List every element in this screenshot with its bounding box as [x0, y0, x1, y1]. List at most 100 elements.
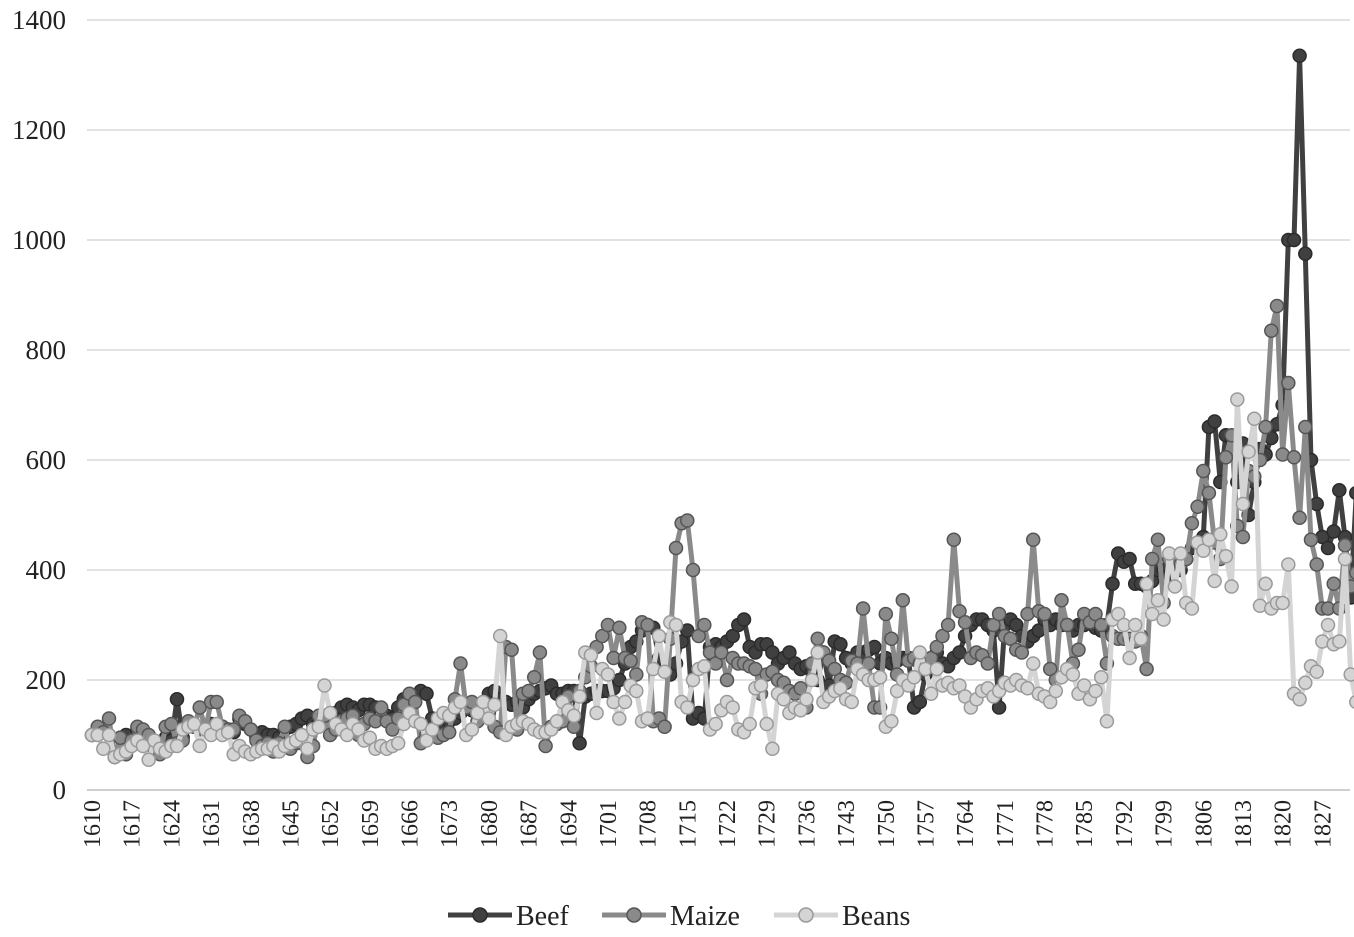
data-point	[827, 661, 842, 677]
legend-item-beans: Beans	[774, 901, 910, 932]
data-point	[1247, 411, 1262, 427]
data-point	[952, 645, 967, 660]
data-point	[940, 617, 956, 633]
data-point	[1156, 612, 1171, 627]
y-tick-label: 800	[26, 335, 67, 365]
data-point	[957, 615, 973, 630]
data-point	[300, 741, 315, 757]
data-point	[1337, 551, 1353, 567]
x-tick-label: 1757	[913, 800, 939, 848]
data-point	[209, 694, 224, 710]
data-point	[1309, 496, 1324, 512]
data-point	[1298, 675, 1313, 691]
data-point	[736, 612, 752, 627]
data-point	[804, 672, 820, 688]
legend-item-beef: Beef	[448, 901, 570, 932]
data-point	[1292, 692, 1307, 707]
data-point	[526, 670, 542, 685]
data-point	[339, 727, 355, 743]
data-point	[1150, 532, 1166, 548]
data-point	[572, 736, 587, 751]
data-point	[385, 722, 400, 737]
data-point	[1071, 642, 1086, 658]
y-tick-label: 1400	[12, 5, 66, 35]
data-point	[657, 719, 672, 735]
data-point	[617, 694, 633, 710]
data-point	[1320, 540, 1336, 556]
data-point	[390, 736, 406, 751]
data-point	[1269, 298, 1285, 314]
data-point	[799, 692, 814, 707]
legend-label: Beef	[516, 901, 570, 932]
x-tick-label: 1764	[953, 800, 979, 848]
legend-swatch-marker	[472, 907, 488, 923]
x-tick-label: 1708	[636, 800, 662, 848]
legend-label: Beans	[842, 901, 910, 932]
data-point	[424, 722, 440, 737]
data-point	[192, 738, 207, 754]
data-point	[623, 653, 638, 669]
data-point	[1127, 617, 1143, 633]
series-layer	[84, 48, 1354, 768]
data-point	[912, 645, 928, 660]
data-point	[725, 700, 740, 715]
data-point	[980, 656, 996, 671]
data-point	[1196, 463, 1211, 479]
data-point	[629, 667, 644, 682]
data-point	[407, 694, 423, 710]
data-point	[600, 667, 616, 682]
data-point	[1309, 664, 1324, 680]
data-point	[1076, 678, 1092, 693]
data-point	[1264, 323, 1279, 339]
data-point	[1218, 450, 1234, 465]
data-point	[1241, 444, 1256, 460]
data-point	[1133, 631, 1149, 647]
data-point	[1349, 695, 1354, 709]
data-point	[668, 617, 684, 633]
data-point	[1003, 631, 1018, 647]
data-point	[419, 686, 434, 702]
data-point	[793, 703, 808, 718]
data-point	[1349, 565, 1354, 580]
data-point	[833, 681, 848, 696]
data-point	[1110, 606, 1126, 622]
x-tick-label: 1820	[1271, 800, 1297, 848]
y-tick-label: 0	[53, 775, 67, 805]
data-point	[708, 716, 723, 732]
data-point	[884, 714, 899, 729]
x-tick-label: 1827	[1310, 800, 1336, 848]
data-point	[1326, 576, 1341, 592]
data-point	[362, 730, 378, 746]
data-point	[1184, 516, 1200, 531]
data-point	[657, 664, 672, 680]
data-point	[549, 714, 565, 729]
x-tick-label: 1715	[675, 800, 701, 848]
data-point	[1213, 527, 1228, 542]
data-point	[470, 705, 485, 721]
legend-label: Maize	[670, 901, 740, 932]
data-point	[1235, 496, 1251, 512]
legend-swatch-marker	[626, 907, 642, 923]
y-tick-label: 400	[26, 555, 67, 585]
data-point	[492, 628, 508, 644]
data-point	[294, 727, 310, 743]
x-tick-label: 1652	[318, 800, 344, 848]
data-point	[991, 606, 1007, 622]
data-point	[923, 686, 939, 702]
data-point	[776, 692, 791, 707]
data-point	[923, 650, 939, 666]
data-point	[748, 661, 763, 677]
data-point	[1292, 510, 1307, 526]
x-tick-label: 1750	[874, 800, 900, 848]
x-tick-label: 1729	[755, 800, 781, 848]
data-point	[929, 661, 945, 677]
data-point	[1281, 557, 1296, 572]
x-tick-label: 1736	[794, 800, 820, 848]
data-point	[872, 670, 888, 685]
data-point	[912, 694, 928, 710]
data-point	[1088, 683, 1103, 699]
data-point	[101, 727, 117, 743]
data-point	[96, 741, 111, 757]
data-point	[1173, 546, 1188, 561]
data-point	[220, 725, 236, 740]
